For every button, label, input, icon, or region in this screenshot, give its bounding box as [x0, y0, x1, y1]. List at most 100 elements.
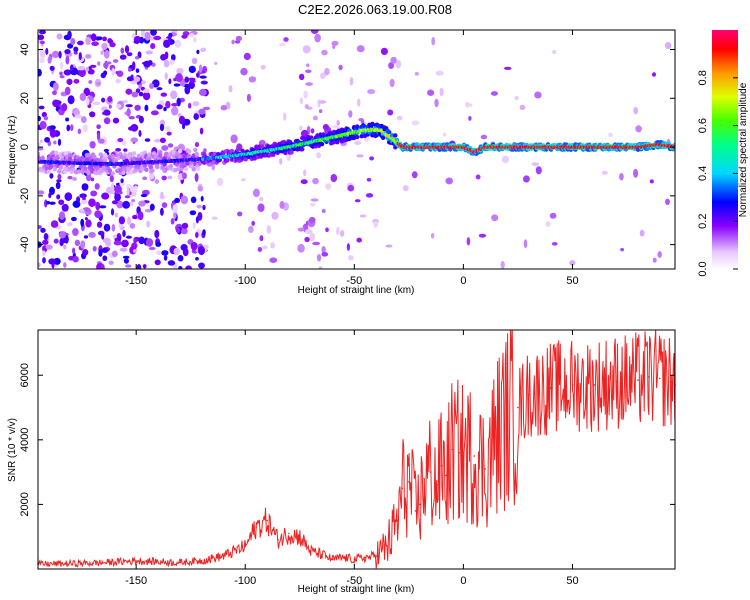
- spectrogram-cell: [85, 36, 91, 46]
- spectrogram-cell: [106, 186, 113, 194]
- spectrogram-cell: [188, 65, 196, 74]
- spectrogram-x-label: Height of straight line (km): [298, 285, 415, 296]
- spectrogram-cell: [172, 204, 178, 213]
- spectrogram-cell: [119, 181, 125, 187]
- spectrogram-cell: [121, 140, 127, 146]
- spectrogram-cell: [355, 134, 360, 140]
- spectrogram-cell: [357, 98, 361, 107]
- spectrogram-cell: [78, 68, 86, 77]
- snr-point: [436, 484, 439, 486]
- spectrogram-cell: [490, 91, 499, 96]
- spectrogram-cell: [312, 177, 319, 185]
- spectrogram-cell: [177, 149, 183, 154]
- spectrogram-cell: [110, 208, 115, 216]
- spectrogram-cell: [43, 233, 49, 241]
- spectrogram-cell: [359, 214, 367, 218]
- spectrogram-cell: [40, 40, 45, 45]
- spectrogram-cell: [84, 217, 88, 221]
- spectrogram-cell: [257, 144, 262, 149]
- spectrogram-cell: [198, 88, 207, 97]
- spectrogram-cell: [82, 124, 88, 133]
- colorbar-tick-label: 0.4: [697, 166, 709, 181]
- spectrogram-cell: [442, 132, 447, 137]
- spectrogram-cell: [142, 163, 148, 168]
- spectrogram-cell: [72, 255, 79, 263]
- spectrogram-cell: [569, 260, 576, 266]
- spectrogram-cell: [132, 249, 137, 253]
- spectrogram-cell: [108, 260, 114, 266]
- spectrogram-cell: [198, 64, 203, 73]
- spectrogram-cell: [182, 153, 187, 158]
- x-tick-label: -100: [234, 275, 256, 287]
- snr-point: [517, 406, 519, 409]
- spectrogram-cell: [154, 179, 160, 184]
- spectrogram-cell: [119, 54, 127, 60]
- spectrogram-cell: [125, 104, 133, 108]
- snr-series-line: [38, 330, 675, 569]
- spectrogram-cell: [149, 83, 154, 89]
- snr-point: [637, 379, 639, 381]
- spectrogram-cell: [430, 232, 435, 239]
- spectrogram-cell: [155, 241, 162, 247]
- spectrogram-cell: [170, 218, 175, 225]
- spectrogram-cell: [414, 72, 419, 76]
- spectrogram-cell: [133, 40, 140, 44]
- spectrogram-cell: [156, 104, 163, 110]
- snr-point: [669, 380, 672, 383]
- spectrogram-cell: [133, 185, 138, 193]
- spectrogram-cell: [103, 148, 110, 153]
- spectrogram-cell: [41, 250, 46, 256]
- spectrogram-cell: [324, 67, 330, 76]
- spectrogram-cell: [142, 91, 151, 101]
- spectrogram-cell: [54, 150, 59, 155]
- spectrogram-cell: [503, 66, 512, 71]
- spectrogram-cell: [134, 104, 141, 111]
- spectrogram-cell: [103, 49, 110, 59]
- spectrogram-cell: [200, 195, 204, 202]
- spectrogram-cell: [121, 170, 126, 175]
- spectrogram-cell: [128, 116, 135, 120]
- spectrogram-cell: [87, 68, 95, 75]
- spectrogram-cell: [129, 223, 136, 229]
- x-tick-label: 50: [566, 575, 578, 587]
- spectrogram-cell: [171, 103, 178, 107]
- spectrogram-cell: [197, 185, 204, 192]
- spectrogram-cell: [190, 196, 197, 204]
- spectrogram-cell: [302, 45, 311, 54]
- spectrogram-cell: [198, 246, 205, 256]
- spectrogram-cell: [380, 135, 386, 140]
- spectrogram-cell: [147, 156, 152, 161]
- snr-point: [222, 555, 225, 557]
- spectrogram-cell: [230, 134, 238, 144]
- snr-point: [423, 477, 425, 480]
- spectrogram-cell: [178, 265, 183, 269]
- spectrogram-cell: [246, 93, 251, 102]
- spectrogram-cell: [59, 71, 63, 76]
- snr-point: [408, 481, 410, 483]
- spectrogram-cell: [85, 219, 92, 228]
- spectrogram-cell: [289, 150, 294, 155]
- spectrogram-cell: [346, 243, 351, 251]
- spectrogram-cells: [38, 30, 675, 269]
- spectrogram-cell: [316, 253, 322, 262]
- spectrogram-cell: [44, 136, 51, 143]
- spectrogram-cell: [45, 201, 51, 205]
- spectrogram-cell: [310, 128, 315, 134]
- spectrogram-cell: [88, 231, 96, 238]
- spectrogram-cell: [52, 82, 59, 91]
- spectrogram-cell: [70, 167, 76, 172]
- spectrogram-cell: [411, 171, 418, 179]
- spectrogram-cell: [103, 117, 111, 125]
- spectrogram-cell: [162, 162, 167, 167]
- spectrogram-cell: [101, 97, 106, 103]
- y-tick-label: 6000: [19, 363, 31, 387]
- spectrogram-cell: [47, 56, 52, 64]
- spectrogram-cell: [393, 133, 398, 138]
- spectrogram-cell: [175, 227, 181, 234]
- spectrogram-cell: [97, 138, 105, 144]
- spectrogram-cell: [144, 167, 149, 172]
- spectrogram-cell: [335, 140, 340, 145]
- spectrogram-cell: [83, 235, 89, 239]
- spectrogram-cell: [330, 173, 338, 183]
- snr-point: [397, 519, 399, 522]
